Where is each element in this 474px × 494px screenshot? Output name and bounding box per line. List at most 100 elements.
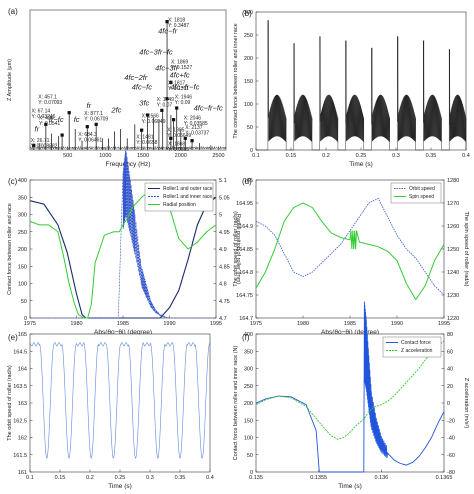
datatip-text: Y: 0.06049: [142, 119, 166, 125]
datatip-text: Y: 0.03585: [184, 121, 208, 127]
legend-entry: Roller1 and inner race: [163, 194, 212, 200]
x-tick-label: 1980: [70, 321, 82, 327]
panel-label: (b): [242, 9, 252, 18]
y-tick-label: 100: [18, 282, 27, 288]
datatip-text: Y: 0.3487: [168, 23, 189, 29]
datatip-text: Y: 0.1527: [171, 65, 192, 71]
y-tick-label: 163.5: [13, 384, 27, 390]
x-tick-label: 1990: [391, 321, 403, 327]
x-tick-label: 1985: [344, 321, 356, 327]
frequency-annotation: fr−fc: [49, 115, 64, 124]
datatip-text: Y: 0.09: [175, 100, 191, 106]
frequency-annotation: 4fc−fr−fc: [194, 103, 223, 112]
y-tick-label: 162: [18, 436, 27, 442]
y-tick-label: 50: [21, 299, 27, 305]
y-tick-label: 300: [244, 367, 253, 373]
x-tick-label: 0.15: [286, 153, 297, 159]
force-series-line: [256, 20, 467, 151]
y-tick-label: 400: [18, 178, 27, 184]
x-tick-label: 0.136: [374, 475, 388, 481]
y-axis-label: The orbit speed of roller (rad/s): [233, 211, 239, 287]
datatip-text: Y: 0.06461: [78, 138, 102, 144]
x-tick-label: 0.2: [322, 153, 330, 159]
y-right-tick-label: 1220: [447, 316, 459, 322]
x-axis-label: Time (s): [338, 483, 362, 490]
x-tick-label: 0.1: [26, 475, 34, 481]
datatip-text: Y: 0.0658: [136, 140, 157, 146]
datatip-text: Y: 0.008882: [31, 143, 58, 149]
datatip-marker: [190, 139, 194, 143]
datatip-marker: [169, 136, 173, 140]
datatip-text: Y: 0.0541: [39, 121, 60, 127]
panel-label: (c): [8, 177, 18, 186]
contact-force-line: [255, 301, 445, 473]
spectrum-noise-line: [29, 145, 227, 150]
y-right-tick-label: -20: [447, 418, 455, 424]
x-tick-label: 1000: [99, 153, 111, 159]
y-right-tick-label: 5.1: [219, 178, 227, 184]
x-axis-label: Time (s): [349, 161, 373, 168]
frequency-annotation: 4fc−3fr−fc: [139, 47, 173, 56]
y-right-tick-label: 40: [447, 367, 453, 373]
panel-label: (a): [8, 7, 18, 16]
datatip-text: X: 457.1: [38, 95, 57, 101]
legend-box: [390, 182, 442, 204]
x-tick-label: 0.35: [175, 475, 186, 481]
x-tick-label: 500: [63, 153, 72, 159]
x-tick-label: 0.2: [86, 475, 94, 481]
plot-frame: [29, 333, 211, 473]
y-tick-label: 164.95: [236, 201, 253, 207]
panel-f-force-acceleration: (f) Time (s) Contact force between roller …: [233, 301, 469, 490]
frequency-annotation: 4fc−3fr: [155, 64, 179, 73]
frequency-annotation: fr: [35, 124, 40, 133]
y-right-tick-label: 60: [447, 349, 453, 355]
datatip-marker: [67, 111, 71, 115]
y-tick-label: 165: [244, 178, 253, 184]
panel-label: (f): [242, 333, 250, 342]
x-tick-label: 2000: [175, 153, 187, 159]
y-tick-label: 400: [244, 332, 253, 338]
datatip-marker: [172, 118, 176, 122]
x-tick-label: 2500: [212, 153, 224, 159]
datatip-marker: [32, 143, 36, 147]
y-right-axis-label: The spin speed of roller (rad/s): [463, 212, 469, 287]
datatip-marker: [60, 133, 64, 137]
datatip-marker: [183, 136, 187, 140]
datatip-text: X: 2046: [184, 116, 201, 122]
x-tick-label: 1975: [24, 321, 36, 327]
y-tick-label: 200: [244, 56, 253, 62]
y-right-tick-label: -60: [447, 453, 455, 459]
x-tick-label: 1995: [438, 321, 450, 327]
y-tick-label: 350: [18, 195, 27, 201]
x-tick-label: 1500: [137, 153, 149, 159]
y-tick-label: 250: [244, 384, 253, 390]
frequency-annotation: 2fc: [110, 106, 121, 115]
y-right-axis-label: Z acceleration (m/s²): [463, 378, 469, 429]
datatip-text: Y: 0.0665: [168, 147, 189, 153]
panel-label: (e): [8, 333, 18, 342]
y-tick-label: 164.5: [13, 349, 27, 355]
radial-position-line: [29, 186, 217, 319]
x-axis-label: Time (s): [108, 483, 132, 490]
panel-e-orbit-speed-time: (e) Time (s) The orbit speed of roller (ra…: [7, 332, 214, 490]
datatip-text: X: 1869: [171, 60, 188, 66]
y-tick-label: 150: [244, 79, 253, 85]
datatip-text: X: 1946: [175, 95, 192, 101]
y-tick-label: 50: [247, 453, 253, 459]
outer-race-force-line: [29, 196, 217, 319]
x-tick-label: 0.1355: [310, 475, 327, 481]
y-right-tick-label: 4.8: [219, 282, 227, 288]
x-axis-label: Abs(θo−θi) (degree): [94, 329, 152, 336]
x-tick-label: 0.1: [252, 153, 260, 159]
x-tick-label: 1980: [297, 321, 309, 327]
y-right-tick-label: 4.9: [219, 247, 227, 253]
y-right-tick-label: -40: [447, 436, 455, 442]
y-right-tick-label: 4.75: [219, 299, 230, 305]
datatip-marker: [160, 108, 164, 112]
datatip-text: X: 1818: [168, 18, 185, 24]
frequency-annotation: 3fc: [139, 99, 149, 108]
panel-a-spectrum: (a) Frequency (Hz) Z Amplitude (μm) 500 1000…: [7, 7, 227, 168]
y-tick-label: 162.5: [13, 418, 27, 424]
datatip-marker: [175, 106, 179, 110]
